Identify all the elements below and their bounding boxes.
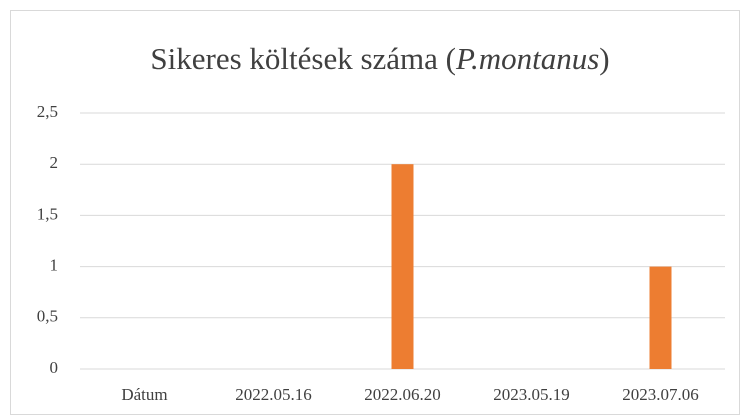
x-tick-label: 2022.05.16 xyxy=(235,385,312,404)
bar xyxy=(649,266,672,369)
y-tick-label: 0,5 xyxy=(37,307,58,326)
y-tick-label: 0 xyxy=(50,358,59,377)
title-part: ) xyxy=(599,41,609,76)
title-species: P.montanus xyxy=(455,41,599,76)
chart-title: Sikeres költések száma (P.montanus) xyxy=(150,41,609,76)
title-part: Sikeres költések száma ( xyxy=(150,41,456,76)
y-tick-label: 1,5 xyxy=(37,204,58,223)
x-tick-label: 2023.07.06 xyxy=(622,385,699,404)
x-tick-label: 2023.05.19 xyxy=(493,385,570,404)
x-tick-label: 2022.06.20 xyxy=(364,385,441,404)
x-tick-label: Dátum xyxy=(121,385,167,404)
y-tick-label: 2,5 xyxy=(37,102,58,121)
y-tick-label: 1 xyxy=(50,256,59,275)
y-tick-label: 2 xyxy=(50,153,59,172)
chart-border xyxy=(10,10,740,415)
bar xyxy=(391,164,414,369)
